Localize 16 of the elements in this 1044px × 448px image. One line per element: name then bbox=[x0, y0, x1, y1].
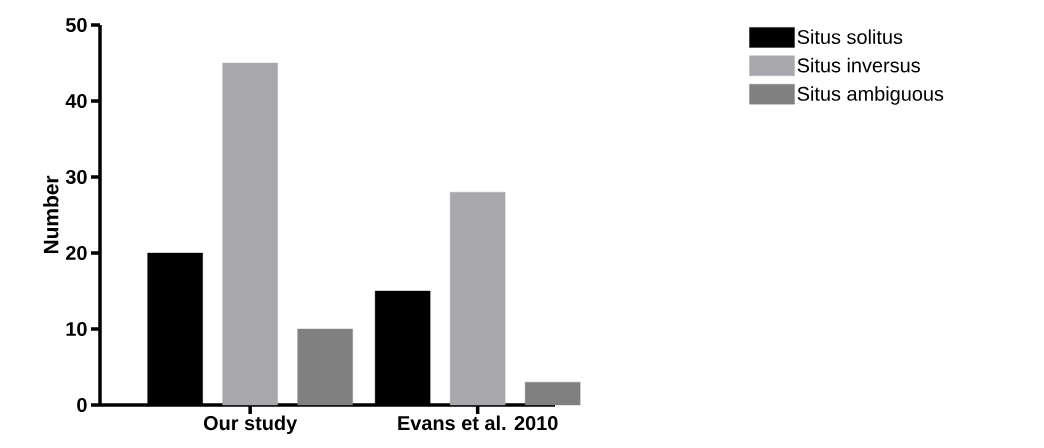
legend-label: Situs ambiguous bbox=[797, 86, 944, 105]
y-tick-label: 0 bbox=[77, 397, 87, 413]
y-tick-label: 40 bbox=[65, 93, 87, 109]
y-tick-label: 30 bbox=[65, 169, 87, 185]
bar bbox=[524, 382, 581, 406]
y-tick-label: 20 bbox=[66, 245, 87, 261]
bar bbox=[297, 328, 353, 406]
x-tick-label: Evans et al. 2010 bbox=[398, 415, 558, 431]
y-tick-label: 10 bbox=[66, 321, 87, 337]
bar bbox=[449, 192, 506, 406]
x-tick-label: Our study bbox=[203, 415, 298, 435]
bar bbox=[222, 62, 278, 406]
y-axis-title: Number bbox=[43, 175, 59, 254]
y-tick-label: 50 bbox=[65, 17, 87, 33]
legend-label: Situs solitus bbox=[797, 29, 903, 45]
legend-label: Situs inversus bbox=[797, 57, 920, 73]
